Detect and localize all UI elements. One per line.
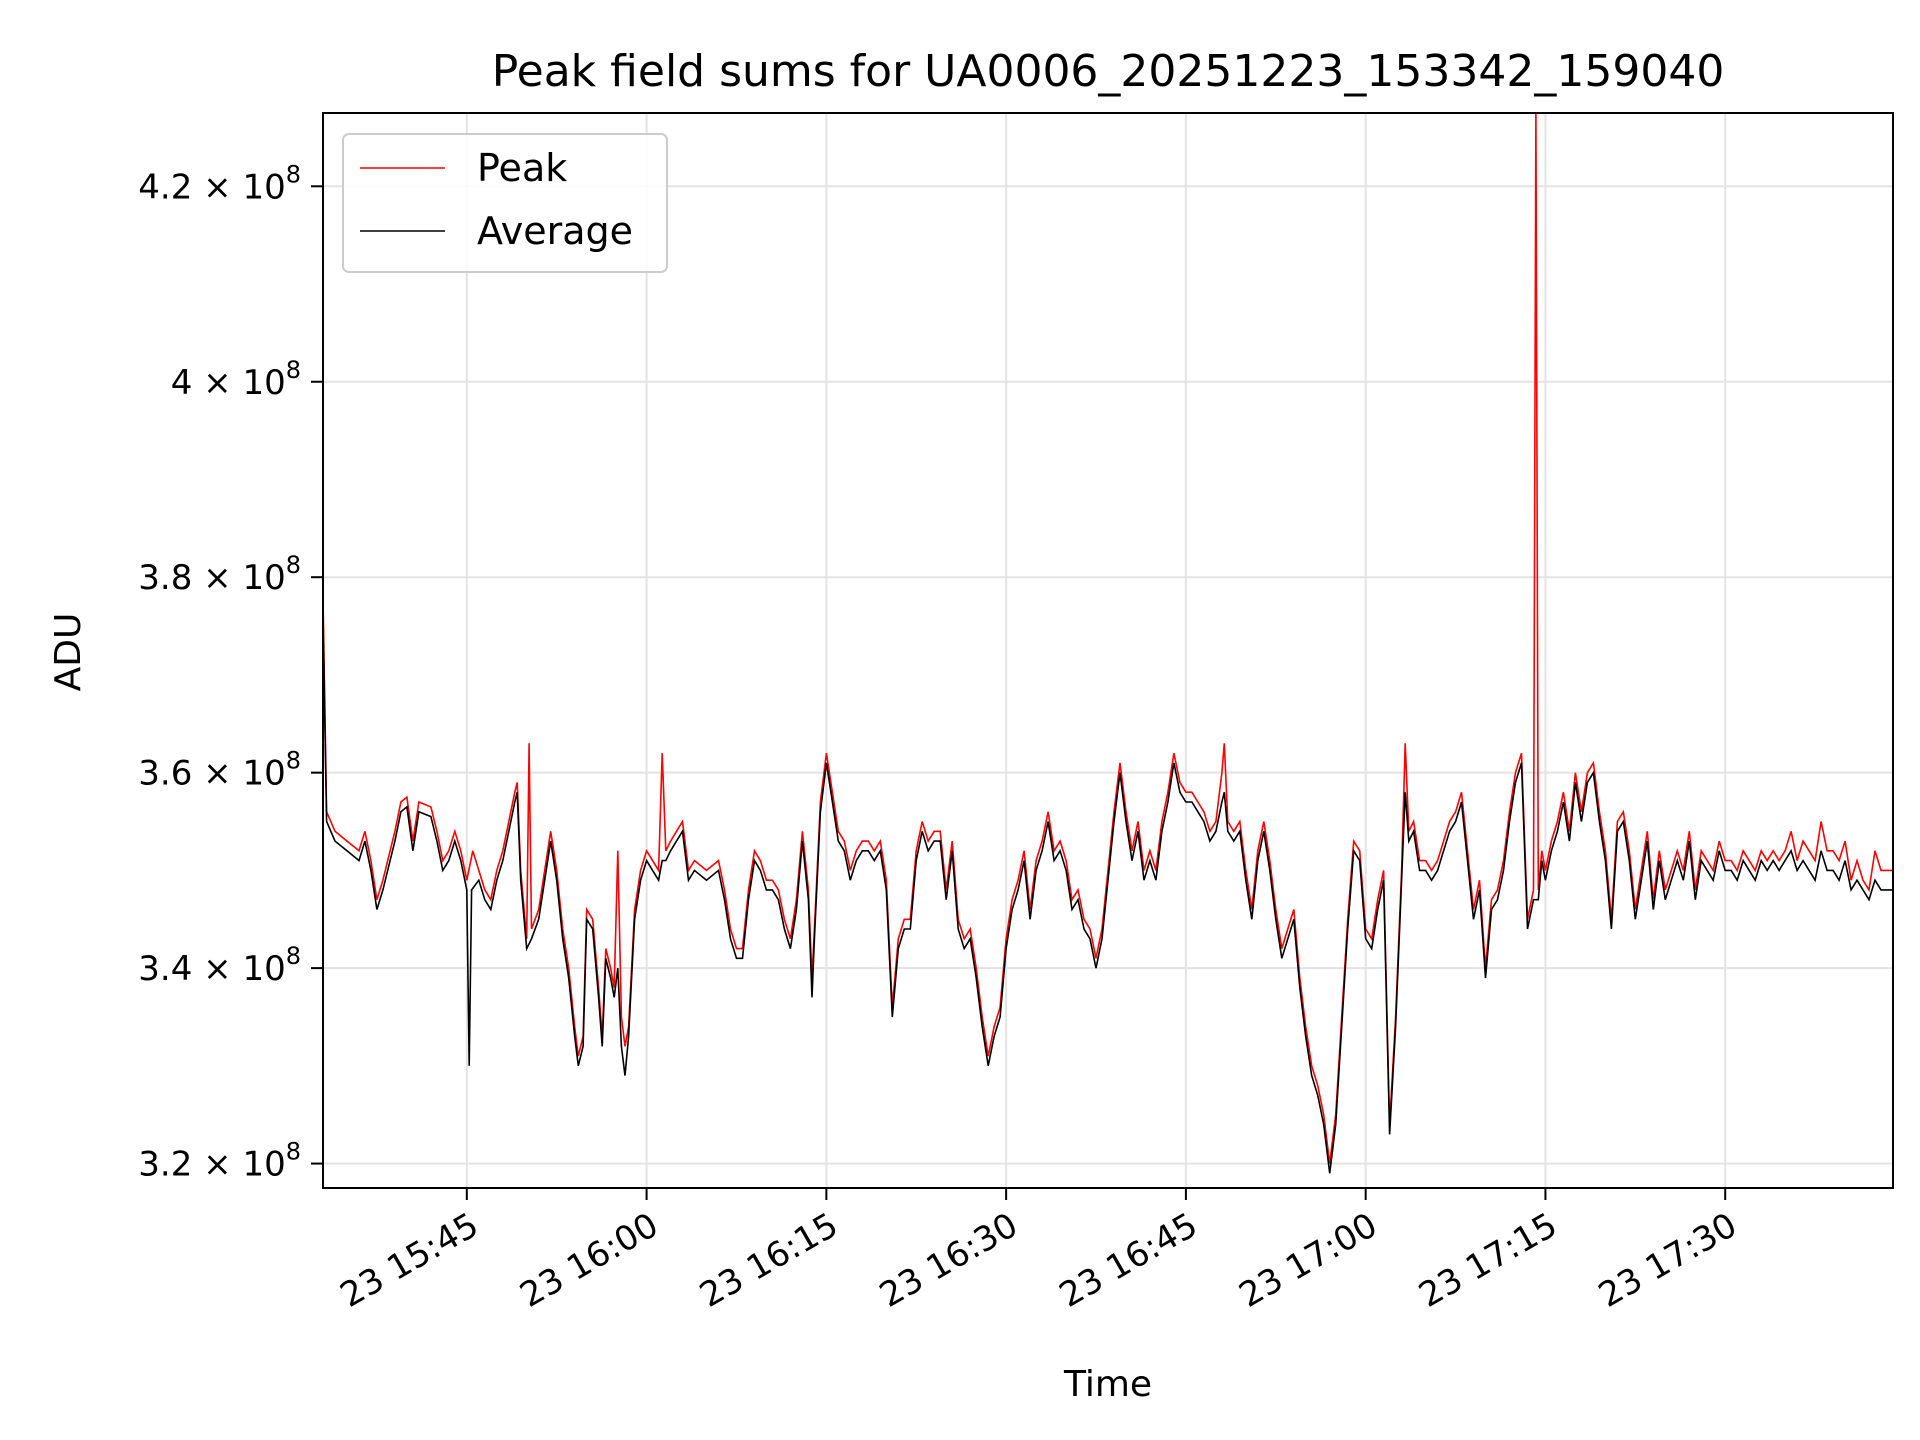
y-tick-label: 3.6 × 108: [138, 747, 301, 794]
y-axis-ticks: 3.2 × 108 3.4 × 108 3.6 × 108 3.8 × 108 4 × …: [138, 160, 323, 1185]
series-line-peak: [323, 113, 1893, 1164]
y-tick-label: 4 × 108: [171, 356, 301, 403]
y-axis-label: ADU: [48, 613, 89, 692]
y-tick-label: 3.4 × 108: [138, 942, 301, 989]
y-tick-label: 3.8 × 108: [138, 551, 301, 598]
y-tick-label: 3.2 × 108: [138, 1138, 301, 1185]
plot-frame: [322, 112, 1894, 1189]
legend-label-average: Average: [477, 209, 633, 253]
x-axis-label: Time: [1063, 1364, 1152, 1405]
chart-title: Peak field sums for UA0006_20251223_1533…: [492, 46, 1725, 97]
legend: Peak Average: [342, 133, 668, 273]
x-gridlines: [465, 113, 1727, 1188]
series-line-average: [323, 616, 1893, 1174]
y-tick-label: 4.2 × 108: [138, 160, 301, 207]
legend-label-peak: Peak: [477, 146, 567, 190]
